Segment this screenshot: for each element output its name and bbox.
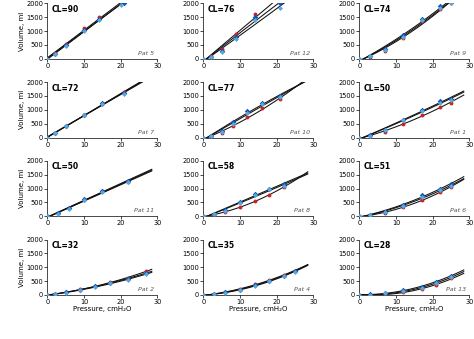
Text: CL=77: CL=77 bbox=[208, 84, 235, 93]
Text: CL=90: CL=90 bbox=[52, 5, 79, 14]
Text: Pat 8: Pat 8 bbox=[294, 208, 310, 214]
Text: Pat 9: Pat 9 bbox=[450, 51, 466, 56]
X-axis label: Pressure, cmH₂O: Pressure, cmH₂O bbox=[229, 306, 288, 313]
Y-axis label: Volume, ml: Volume, ml bbox=[19, 12, 25, 51]
Text: CL=72: CL=72 bbox=[52, 84, 79, 93]
Text: CL=74: CL=74 bbox=[364, 5, 391, 14]
Text: Pat 5: Pat 5 bbox=[138, 51, 154, 56]
Text: Pat 1: Pat 1 bbox=[450, 130, 466, 135]
Text: Pat 10: Pat 10 bbox=[290, 130, 310, 135]
Y-axis label: Volume, ml: Volume, ml bbox=[19, 247, 25, 287]
Text: CL=50: CL=50 bbox=[52, 162, 79, 172]
Text: CL=58: CL=58 bbox=[208, 162, 235, 172]
Text: Pat 7: Pat 7 bbox=[138, 130, 154, 135]
Text: Pat 11: Pat 11 bbox=[134, 208, 154, 214]
Y-axis label: Volume, ml: Volume, ml bbox=[19, 169, 25, 208]
Text: CL=28: CL=28 bbox=[364, 241, 391, 250]
Text: CL=50: CL=50 bbox=[364, 84, 391, 93]
Text: Pat 13: Pat 13 bbox=[446, 287, 466, 292]
Text: CL=51: CL=51 bbox=[364, 162, 391, 172]
Y-axis label: Volume, ml: Volume, ml bbox=[19, 90, 25, 129]
Text: CL=32: CL=32 bbox=[52, 241, 79, 250]
Text: Pat 6: Pat 6 bbox=[450, 208, 466, 214]
X-axis label: Pressure, cmH₂O: Pressure, cmH₂O bbox=[73, 306, 131, 313]
Text: Pat 2: Pat 2 bbox=[138, 287, 154, 292]
Text: CL=76: CL=76 bbox=[208, 5, 235, 14]
Text: Pat 12: Pat 12 bbox=[290, 51, 310, 56]
Text: Pat 4: Pat 4 bbox=[294, 287, 310, 292]
X-axis label: Pressure, cmH₂O: Pressure, cmH₂O bbox=[385, 306, 444, 313]
Text: CL=35: CL=35 bbox=[208, 241, 235, 250]
